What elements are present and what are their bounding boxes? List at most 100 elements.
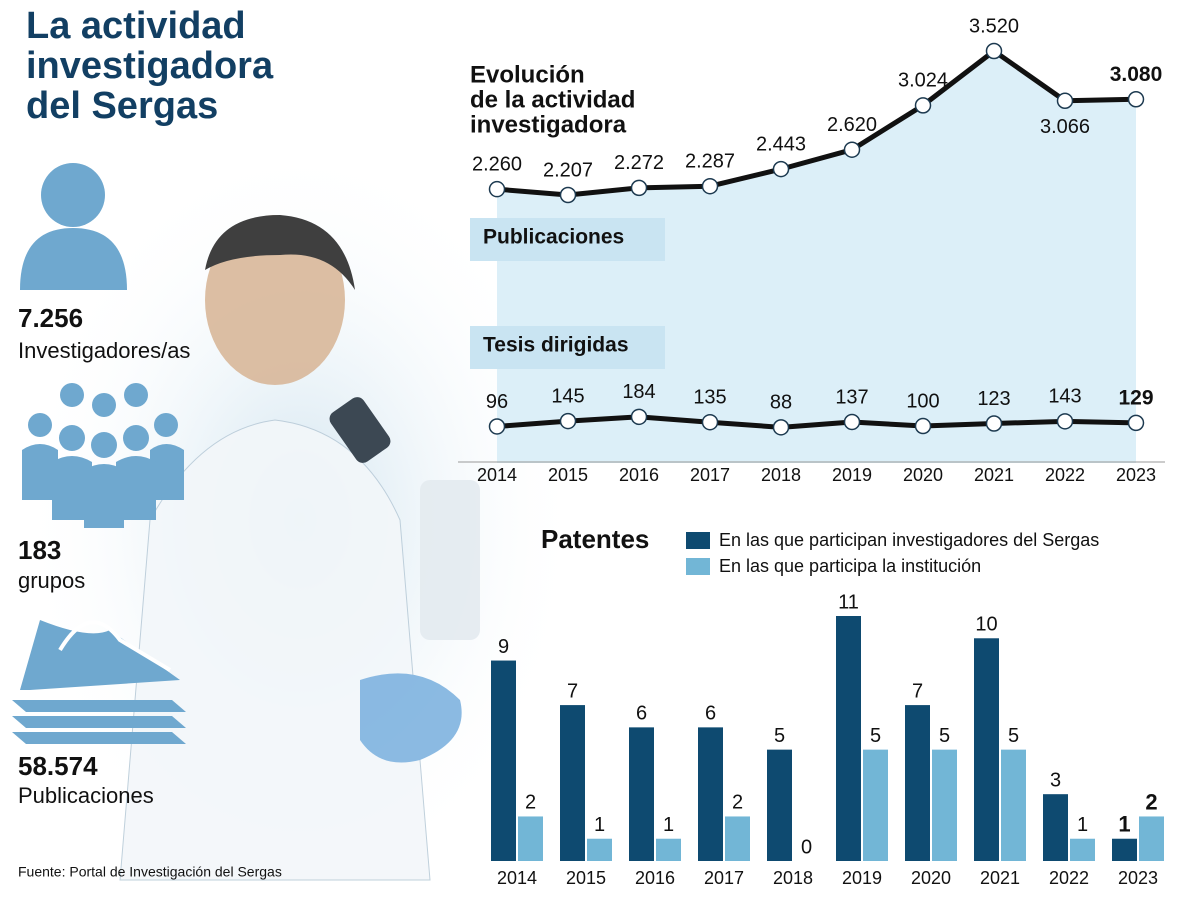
point — [985, 42, 1003, 60]
value-label: 3.080 — [1110, 63, 1163, 86]
value-label: 9 — [498, 636, 509, 658]
bar — [1070, 838, 1095, 861]
bar — [698, 727, 723, 861]
chart-title: de la actividad — [470, 86, 635, 113]
point — [914, 97, 932, 114]
value-label: 184 — [622, 381, 655, 403]
x-tick-label: 2023 — [1118, 868, 1158, 888]
value-label: 135 — [693, 386, 726, 408]
stat-value: 7.256 — [18, 303, 83, 333]
stat-label: Investigadores/as — [18, 338, 190, 363]
point — [772, 160, 790, 178]
x-tick-label: 2020 — [903, 465, 943, 485]
value-label: 2.443 — [756, 133, 806, 155]
x-tick-label: 2019 — [842, 868, 882, 888]
x-tick-label: 2014 — [497, 868, 537, 888]
bar — [836, 616, 861, 861]
x-tick-label: 2015 — [548, 465, 588, 485]
x-tick-label: 2020 — [911, 868, 951, 888]
legend-label: En las que participa la institución — [719, 556, 981, 576]
value-label: 6 — [636, 703, 647, 725]
value-label: 7 — [912, 680, 923, 702]
point — [488, 418, 506, 435]
point — [843, 141, 861, 158]
bar — [932, 749, 957, 861]
title-line: La actividad — [26, 5, 246, 47]
series-label: Tesis dirigidas — [483, 334, 629, 357]
stat-value: 58.574 — [18, 751, 98, 781]
legend-swatch — [686, 532, 710, 549]
source: Fuente: Portal de Investigación del Serg… — [18, 864, 282, 880]
illustration — [119, 215, 480, 881]
legend-swatch — [686, 558, 710, 575]
value-label: 123 — [977, 388, 1010, 410]
stat-label: grupos — [18, 568, 85, 593]
value-label: 2.287 — [685, 150, 735, 172]
point — [1056, 92, 1074, 110]
x-tick-label: 2018 — [761, 465, 801, 485]
point — [772, 419, 790, 436]
x-tick-label: 2022 — [1049, 868, 1089, 888]
group-icon — [22, 383, 184, 528]
point — [701, 177, 719, 195]
title-line: del Sergas — [26, 85, 218, 127]
value-label: 143 — [1048, 386, 1081, 408]
chart-title: investigadora — [470, 111, 627, 138]
x-tick-label: 2017 — [690, 465, 730, 485]
legend-label: En las que participan investigadores del… — [719, 530, 1099, 550]
point — [1127, 414, 1145, 432]
bar — [905, 705, 930, 861]
point — [630, 179, 648, 197]
bar — [491, 660, 516, 861]
papers-icon — [12, 620, 186, 744]
person-icon — [20, 163, 127, 290]
bar — [767, 749, 792, 861]
x-tick-label: 2018 — [773, 868, 813, 888]
value-label: 3 — [1050, 769, 1061, 791]
x-tick-label: 2022 — [1045, 465, 1085, 485]
x-tick-label: 2016 — [635, 868, 675, 888]
bar — [1112, 838, 1137, 861]
x-tick-label: 2017 — [704, 868, 744, 888]
value-label: 1 — [1118, 812, 1130, 837]
bar — [1001, 749, 1026, 861]
value-label: 0 — [801, 836, 812, 858]
value-label: 2.260 — [472, 153, 522, 175]
value-label: 1 — [1077, 814, 1088, 836]
value-label: 3.024 — [898, 70, 948, 92]
bar — [656, 838, 681, 861]
x-tick-label: 2015 — [566, 868, 606, 888]
x-tick-label: 2021 — [974, 465, 1014, 485]
point — [985, 415, 1003, 432]
value-label: 5 — [774, 725, 785, 747]
value-label: 5 — [939, 725, 950, 747]
value-label: 2 — [732, 792, 743, 814]
value-label: 88 — [770, 392, 792, 414]
value-label: 2 — [1145, 789, 1157, 814]
value-label: 5 — [870, 725, 881, 747]
bar — [1043, 794, 1068, 861]
value-label: 3.520 — [969, 15, 1019, 37]
bar — [587, 838, 612, 861]
x-tick-label: 2016 — [619, 465, 659, 485]
bar — [1139, 816, 1164, 861]
title-line: investigadora — [26, 45, 274, 87]
point — [488, 180, 506, 198]
point — [914, 417, 932, 435]
series-label-box — [470, 218, 665, 261]
series-label: Publicaciones — [483, 226, 624, 249]
value-label: 145 — [551, 385, 584, 407]
value-label: 2.207 — [543, 159, 593, 181]
x-tick-label: 2021 — [980, 868, 1020, 888]
chart-title: Patentes — [541, 524, 649, 554]
value-label: 10 — [975, 614, 997, 636]
bar — [518, 816, 543, 861]
bar — [974, 638, 999, 861]
stat-value: 183 — [18, 535, 61, 565]
value-label: 2 — [525, 792, 536, 814]
value-label: 2.272 — [614, 152, 664, 174]
point — [701, 413, 719, 431]
value-label: 129 — [1118, 386, 1153, 409]
